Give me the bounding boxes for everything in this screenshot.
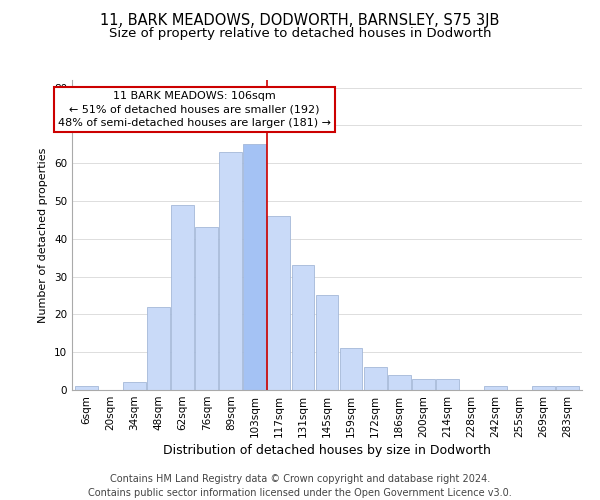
Bar bbox=[75, 386, 98, 390]
Bar bbox=[316, 296, 338, 390]
Bar bbox=[292, 265, 314, 390]
Bar bbox=[244, 144, 266, 390]
Text: Size of property relative to detached houses in Dodworth: Size of property relative to detached ho… bbox=[109, 28, 491, 40]
Bar bbox=[556, 386, 579, 390]
Text: 11, BARK MEADOWS, DODWORTH, BARNSLEY, S75 3JB: 11, BARK MEADOWS, DODWORTH, BARNSLEY, S7… bbox=[100, 12, 500, 28]
Bar bbox=[147, 307, 170, 390]
X-axis label: Distribution of detached houses by size in Dodworth: Distribution of detached houses by size … bbox=[163, 444, 491, 457]
Bar bbox=[268, 216, 290, 390]
Text: 11 BARK MEADOWS: 106sqm
← 51% of detached houses are smaller (192)
48% of semi-d: 11 BARK MEADOWS: 106sqm ← 51% of detache… bbox=[58, 92, 331, 128]
Bar bbox=[195, 228, 218, 390]
Bar bbox=[340, 348, 362, 390]
Bar bbox=[171, 205, 194, 390]
Bar bbox=[436, 378, 459, 390]
Bar bbox=[412, 378, 434, 390]
Bar bbox=[364, 368, 386, 390]
Text: Contains HM Land Registry data © Crown copyright and database right 2024.
Contai: Contains HM Land Registry data © Crown c… bbox=[88, 474, 512, 498]
Bar bbox=[220, 152, 242, 390]
Bar bbox=[388, 375, 410, 390]
Bar bbox=[532, 386, 555, 390]
Bar bbox=[123, 382, 146, 390]
Bar bbox=[484, 386, 507, 390]
Y-axis label: Number of detached properties: Number of detached properties bbox=[38, 148, 49, 322]
